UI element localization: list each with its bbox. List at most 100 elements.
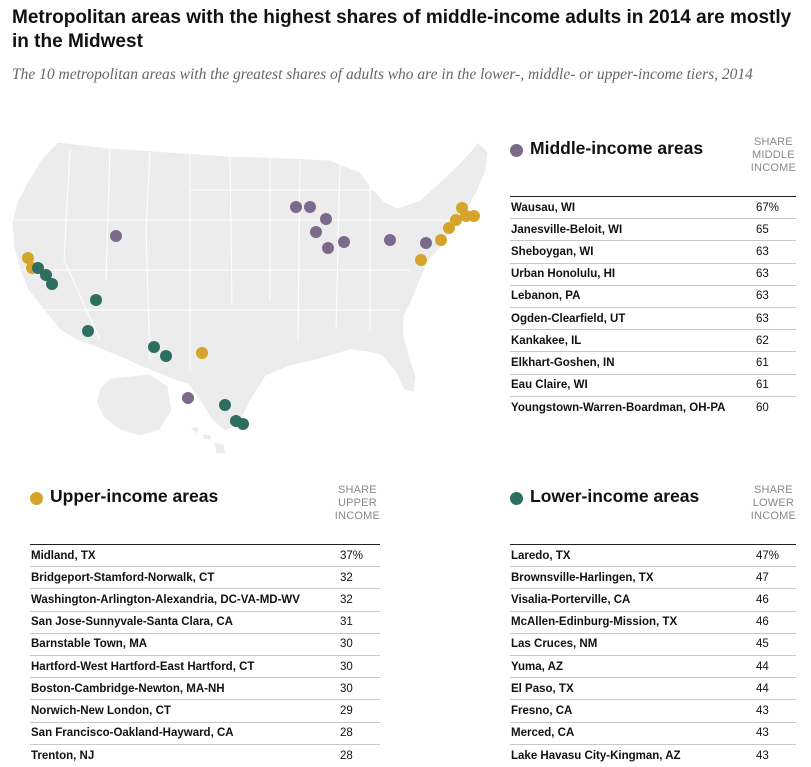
metro-share: 62	[748, 329, 796, 353]
metro-name: Wausau, WI	[510, 195, 748, 220]
middle-income-map-dot	[338, 236, 350, 248]
metro-name: Midland, TX	[30, 543, 332, 568]
table-row: Urban Honolulu, HI 63	[510, 263, 796, 286]
metro-name: Sheboygan, WI	[510, 240, 748, 264]
metro-share: 61	[748, 351, 796, 375]
table-row: Norwich-New London, CT 29	[30, 699, 380, 723]
lower-income-table: Laredo, TX 47% Brownsville-Harlingen, TX 47…	[510, 543, 796, 766]
upper-income-map-dot	[450, 214, 462, 226]
table-row: Bridgeport-Stamford-Norwalk, CT 32	[30, 566, 380, 590]
metro-name: Norwich-New London, CT	[30, 699, 332, 723]
metro-name: Visalia-Porterville, CA	[510, 588, 748, 612]
metro-share: 28	[332, 722, 380, 745]
middle-income-map-dot	[182, 392, 194, 404]
upper-income-map-dot	[468, 210, 480, 222]
table-row: San Jose-Sunnyvale-Santa Clara, CA 31	[30, 611, 380, 634]
metro-name: Eau Claire, WI	[510, 374, 748, 397]
middle-income-map-dot	[110, 230, 122, 242]
lower-income-map-dot	[160, 350, 172, 362]
lower-income-map-dot	[32, 262, 44, 274]
metro-name: Las Cruces, NM	[510, 633, 748, 656]
table-row: Fresno, CA 43	[510, 699, 796, 723]
metro-name: Yuma, AZ	[510, 655, 748, 679]
middle-panel-title: Middle-income areas	[530, 138, 704, 158]
metro-name: Janesville-Beloit, WI	[510, 218, 748, 242]
metro-name: San Francisco-Oakland-Hayward, CA	[30, 722, 332, 745]
table-row: Laredo, TX 47%	[510, 543, 796, 568]
table-row: Hartford-West Hartford-East Hartford, CT…	[30, 655, 380, 679]
table-row: Trenton, NJ 28	[30, 744, 380, 766]
metro-share: 65	[748, 218, 796, 242]
table-row: McAllen-Edinburg-Mission, TX 46	[510, 611, 796, 634]
lower-income-map-dot	[90, 294, 102, 306]
table-row: Youngstown-Warren-Boardman, OH-PA 60	[510, 396, 796, 418]
table-row: Ogden-Clearfield, UT 63	[510, 307, 796, 331]
metro-share: 46	[748, 611, 796, 634]
lower-income-map-dot	[82, 325, 94, 337]
metro-share: 43	[748, 722, 796, 745]
metro-name: El Paso, TX	[510, 677, 748, 701]
metro-share: 31	[332, 611, 380, 634]
metro-share: 30	[332, 633, 380, 656]
table-row: Las Cruces, NM 45	[510, 633, 796, 656]
us-land	[11, 141, 489, 455]
table-row: Lake Havasu City-Kingman, AZ 43	[510, 744, 796, 766]
metro-share: 28	[340, 749, 353, 762]
metro-name: Hartford-West Hartford-East Hartford, CT	[30, 655, 332, 679]
metro-share: 43	[756, 749, 769, 762]
metro-share: 47	[748, 566, 796, 590]
metro-name: San Jose-Sunnyvale-Santa Clara, CA	[30, 611, 332, 634]
table-row: Yuma, AZ 44	[510, 655, 796, 679]
lower-income-map-dot	[40, 269, 52, 281]
table-row: Elkhart-Goshen, IN 61	[510, 351, 796, 375]
middle-income-map-dot	[310, 226, 322, 238]
metro-name: Bridgeport-Stamford-Norwalk, CT	[30, 566, 332, 590]
metro-share: 30	[332, 655, 380, 679]
chart-title: Metropolitan areas with the highest shar…	[12, 7, 792, 52]
middle-income-map-dot	[420, 237, 432, 249]
metro-name: Laredo, TX	[510, 543, 748, 568]
metro-name: Elkhart-Goshen, IN	[510, 351, 748, 375]
table-row: Janesville-Beloit, WI 65	[510, 218, 796, 242]
metro-share: 60	[756, 401, 769, 414]
metro-share: 47%	[748, 543, 796, 568]
upper-income-map-dot	[22, 252, 34, 264]
table-row: Eau Claire, WI 61	[510, 374, 796, 397]
metro-share: 29	[332, 699, 380, 723]
table-row: El Paso, TX 44	[510, 677, 796, 701]
upper-income-map-dot	[435, 234, 447, 246]
alaska-shape	[95, 373, 173, 437]
lower-legend-dot	[510, 492, 523, 505]
metro-name: Barnstable Town, MA	[30, 633, 332, 656]
lower-income-panel: Lower-income areas SHARE LOWER INCOME Lare…	[510, 484, 796, 766]
metro-name: Brownsville-Harlingen, TX	[510, 566, 748, 590]
table-row: Merced, CA 43	[510, 722, 796, 745]
upper-income-map-dot	[415, 254, 427, 266]
metro-share: 30	[332, 677, 380, 701]
upper-income-panel: Upper-income areas SHARE UPPER INCOME Midl…	[30, 484, 380, 766]
metro-share: 32	[332, 566, 380, 590]
lower-panel-title: Lower-income areas	[530, 486, 700, 506]
metro-share: 45	[748, 633, 796, 656]
metro-share: 67%	[748, 195, 796, 220]
metro-share: 63	[748, 285, 796, 308]
metro-share: 44	[748, 677, 796, 701]
metro-name: Lake Havasu City-Kingman, AZ	[511, 749, 681, 762]
middle-income-map-dot	[290, 201, 302, 213]
metro-name: Ogden-Clearfield, UT	[510, 307, 748, 331]
metro-name: McAllen-Edinburg-Mission, TX	[510, 611, 748, 634]
metro-share: 37%	[332, 543, 380, 568]
table-row: Boston-Cambridge-Newton, MA-NH 30	[30, 677, 380, 701]
table-row: Washington-Arlington-Alexandria, DC-VA-M…	[30, 588, 380, 612]
lower-col-head: SHARE LOWER INCOME	[750, 484, 796, 522]
middle-income-table: Wausau, WI 67% Janesville-Beloit, WI 65 Sheb…	[510, 195, 796, 418]
metro-share: 61	[748, 374, 796, 397]
state-borders	[14, 147, 480, 370]
metro-name: Kankakee, IL	[510, 329, 748, 353]
metro-share: 63	[748, 240, 796, 264]
upper-legend-dot	[30, 492, 43, 505]
metro-name: Merced, CA	[510, 722, 748, 745]
metro-name: Fresno, CA	[510, 699, 748, 723]
contiguous-us-shape	[11, 141, 489, 433]
metro-name: Youngstown-Warren-Boardman, OH-PA	[511, 401, 726, 414]
